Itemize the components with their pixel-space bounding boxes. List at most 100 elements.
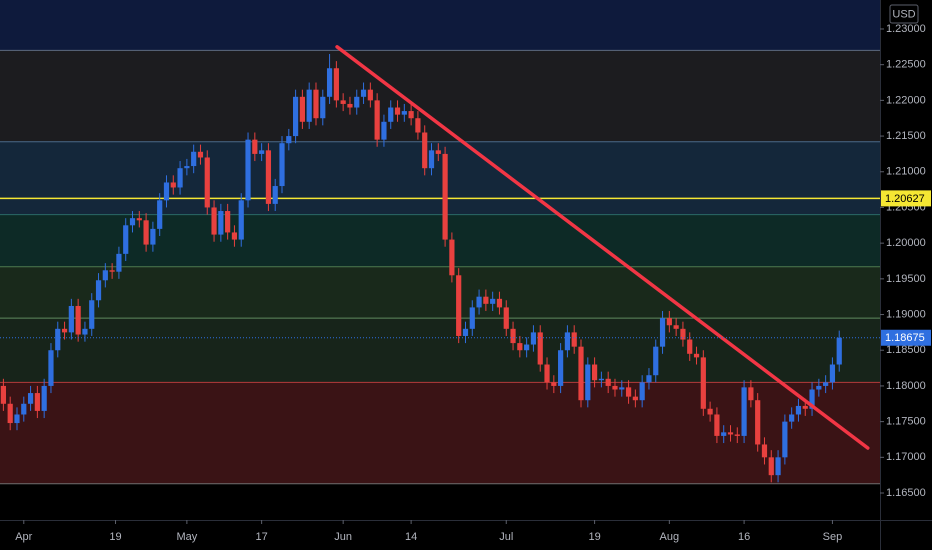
candle-body	[816, 385, 822, 390]
candle-body	[163, 182, 170, 201]
y-tick-label: 1.18000	[886, 380, 926, 392]
candle-body	[347, 103, 353, 108]
candle-body	[619, 387, 625, 390]
candle-body	[714, 414, 720, 436]
candle-body	[102, 270, 108, 281]
candle-body	[259, 150, 265, 154]
level-band	[0, 382, 880, 484]
candle-body	[469, 307, 475, 329]
candle-body	[490, 298, 496, 304]
candle-body	[27, 393, 34, 404]
y-tick-label: 1.20000	[886, 237, 926, 249]
candle-body	[707, 408, 713, 415]
candle-body	[252, 139, 258, 154]
candle-body	[517, 343, 523, 351]
candle-body	[537, 332, 543, 365]
candle-body	[571, 332, 577, 347]
y-tick-label: 1.21000	[886, 166, 926, 178]
candle-body	[646, 375, 652, 383]
y-tick-label: 1.23000	[886, 23, 926, 35]
candle-body	[14, 414, 20, 424]
candle-body	[727, 432, 734, 435]
candle-body	[680, 328, 686, 340]
currency-label[interactable]: USD	[892, 8, 915, 20]
y-tick-label: 1.17500	[886, 416, 926, 428]
candle-body	[823, 382, 829, 386]
candle-body	[449, 239, 455, 276]
candle-body	[197, 151, 204, 158]
candle-body	[530, 332, 537, 345]
level-band	[0, 266, 880, 319]
y-tick-label: 1.16500	[886, 487, 926, 499]
level-band	[0, 0, 880, 51]
candle-body	[462, 328, 469, 336]
candle-body	[734, 434, 740, 436]
candle-body	[89, 300, 95, 329]
candle-body	[184, 166, 190, 169]
candle-body	[632, 396, 638, 401]
candle-body	[61, 328, 68, 333]
candle-body	[360, 89, 367, 97]
x-tick-label: 19	[109, 531, 121, 543]
candle-body	[483, 296, 489, 304]
y-tick-label: 1.19000	[886, 308, 926, 320]
candle-body	[211, 207, 217, 235]
candle-body	[585, 364, 591, 401]
candle-body	[435, 150, 441, 154]
candle-body	[129, 218, 136, 226]
horizontal-line-label: 1.20627	[885, 193, 925, 205]
candle-body	[320, 96, 326, 119]
candle-body	[68, 305, 74, 333]
candle-body	[313, 89, 319, 119]
candle-body	[428, 150, 435, 169]
candle-body	[802, 405, 808, 409]
candle-body	[388, 107, 394, 122]
candle-body	[55, 328, 61, 351]
candle-body	[625, 387, 632, 397]
currency-box[interactable]	[889, 4, 919, 24]
y-tick-label: 1.22000	[886, 94, 926, 106]
candle-body	[755, 400, 761, 445]
candle-body	[789, 414, 795, 422]
candle-body	[367, 89, 373, 101]
level-band	[0, 318, 880, 383]
candle-body	[82, 328, 88, 335]
candle-body	[95, 280, 102, 301]
candle-body	[456, 275, 462, 336]
y-tick-label: 1.21500	[886, 130, 926, 142]
candle-body	[245, 139, 251, 201]
candle-body	[693, 353, 700, 358]
candle-body	[510, 328, 516, 344]
candle-body	[306, 89, 312, 122]
x-tick-label: Jun	[334, 531, 352, 543]
horizontal-line-tag	[881, 190, 931, 207]
candle-body	[225, 211, 231, 233]
candle-body	[279, 143, 285, 187]
candle-body	[292, 96, 299, 137]
candle-body	[231, 232, 238, 240]
candle-body	[238, 200, 244, 240]
candle-body	[422, 132, 428, 169]
candle-body	[143, 220, 149, 245]
candle-body	[544, 364, 550, 383]
candle-body	[116, 253, 122, 272]
candle-body	[109, 270, 115, 272]
candle-body	[123, 225, 129, 254]
candle-body	[333, 68, 339, 101]
candle-body	[782, 421, 788, 458]
candle-body	[775, 457, 781, 476]
candle-body	[218, 211, 224, 235]
candle-body	[299, 96, 305, 122]
y-tick-label: 1.22500	[886, 59, 926, 71]
candle-body	[408, 111, 414, 119]
candle-body	[659, 318, 666, 347]
candle-body	[748, 387, 754, 401]
plot-area	[0, 0, 880, 485]
candle-body	[272, 186, 278, 204]
x-tick-label: 19	[588, 531, 600, 543]
candle-body	[598, 378, 604, 381]
x-tick-label: 17	[255, 531, 267, 543]
candle-body	[721, 432, 727, 436]
